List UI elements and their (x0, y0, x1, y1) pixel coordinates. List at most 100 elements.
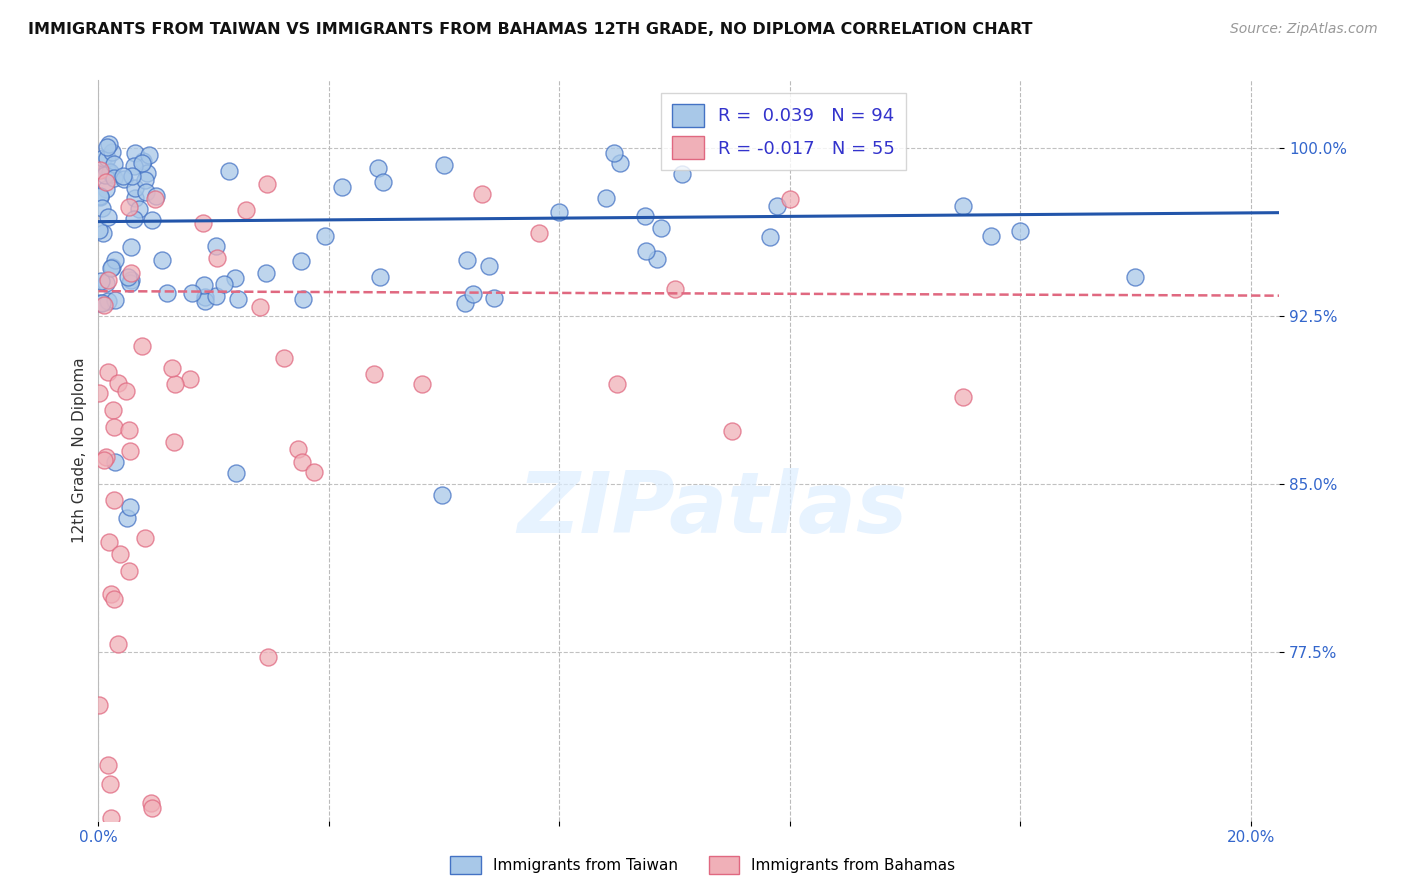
Point (373, 175, 395, 189)
Point (103, 252, 125, 267)
Point (290, 253, 312, 268)
Point (103, 171, 125, 186)
Point (205, 288, 228, 302)
Point (100, 811, 122, 825)
Point (91, 201, 114, 215)
Point (138, 148, 160, 162)
Text: ZIPatlas: ZIPatlas (517, 468, 908, 551)
Point (134, 532, 156, 546)
Point (758, 229, 780, 244)
Point (156, 286, 179, 301)
Point (120, 267, 142, 281)
Point (606, 376, 628, 391)
Point (91, 151, 114, 165)
Point (214, 277, 236, 291)
Point (134, 173, 156, 187)
Point (96, 140, 118, 154)
Point (645, 252, 668, 267)
Point (118, 200, 141, 214)
Point (96, 163, 118, 178)
Point (135, 166, 157, 180)
Point (163, 435, 186, 450)
Point (103, 493, 125, 508)
Point (98, 165, 121, 179)
Point (97, 210, 120, 224)
Point (87, 386, 110, 401)
Point (225, 466, 247, 480)
Point (163, 376, 186, 391)
Point (98, 777, 121, 791)
Point (131, 156, 153, 170)
Point (100, 167, 122, 181)
Point (96, 151, 118, 165)
Point (97, 293, 120, 308)
Point (97, 273, 120, 287)
Point (97, 137, 120, 152)
Point (93, 453, 115, 467)
Point (218, 163, 240, 178)
Point (1010, 223, 1032, 237)
Point (721, 424, 744, 438)
Point (131, 339, 153, 353)
Point (110, 547, 132, 561)
Point (671, 167, 693, 181)
Point (235, 202, 257, 217)
Point (454, 296, 477, 310)
Point (91, 296, 114, 310)
Point (609, 156, 631, 170)
Point (135, 185, 157, 199)
Point (118, 500, 141, 514)
Point (368, 270, 391, 285)
Point (193, 278, 215, 293)
Point (131, 154, 153, 169)
Point (205, 251, 228, 265)
Point (482, 291, 505, 305)
Point (291, 455, 314, 469)
Point (194, 290, 217, 304)
Point (104, 293, 127, 307)
Point (141, 212, 163, 227)
Point (103, 592, 125, 607)
Point (367, 161, 389, 175)
Point (287, 442, 309, 456)
Point (103, 156, 125, 170)
Point (90, 274, 112, 288)
Point (224, 271, 246, 285)
Point (89, 163, 111, 178)
Point (101, 402, 124, 417)
Point (650, 220, 672, 235)
Point (603, 145, 626, 160)
Point (107, 637, 129, 651)
Point (97, 757, 120, 772)
Point (96, 276, 118, 290)
Point (634, 209, 657, 223)
Point (194, 293, 217, 308)
Point (94, 169, 117, 183)
Point (117, 270, 139, 285)
Point (124, 181, 146, 195)
Point (226, 292, 249, 306)
Point (433, 158, 456, 172)
Point (122, 159, 145, 173)
Point (97, 535, 120, 549)
Point (87, 223, 110, 237)
Legend: Immigrants from Taiwan, Immigrants from Bahamas: Immigrants from Taiwan, Immigrants from … (444, 850, 962, 880)
Point (952, 199, 974, 213)
Point (548, 204, 571, 219)
Point (120, 240, 142, 254)
Point (124, 145, 146, 160)
Point (595, 191, 617, 205)
Point (191, 216, 214, 230)
Point (139, 796, 162, 810)
Point (249, 300, 271, 314)
Point (124, 191, 146, 205)
Point (89, 189, 111, 203)
Point (120, 273, 142, 287)
Point (89, 296, 111, 310)
Point (980, 228, 1002, 243)
Point (141, 800, 163, 814)
Point (291, 292, 314, 306)
Point (952, 390, 974, 404)
Point (118, 565, 141, 579)
Point (115, 510, 138, 524)
